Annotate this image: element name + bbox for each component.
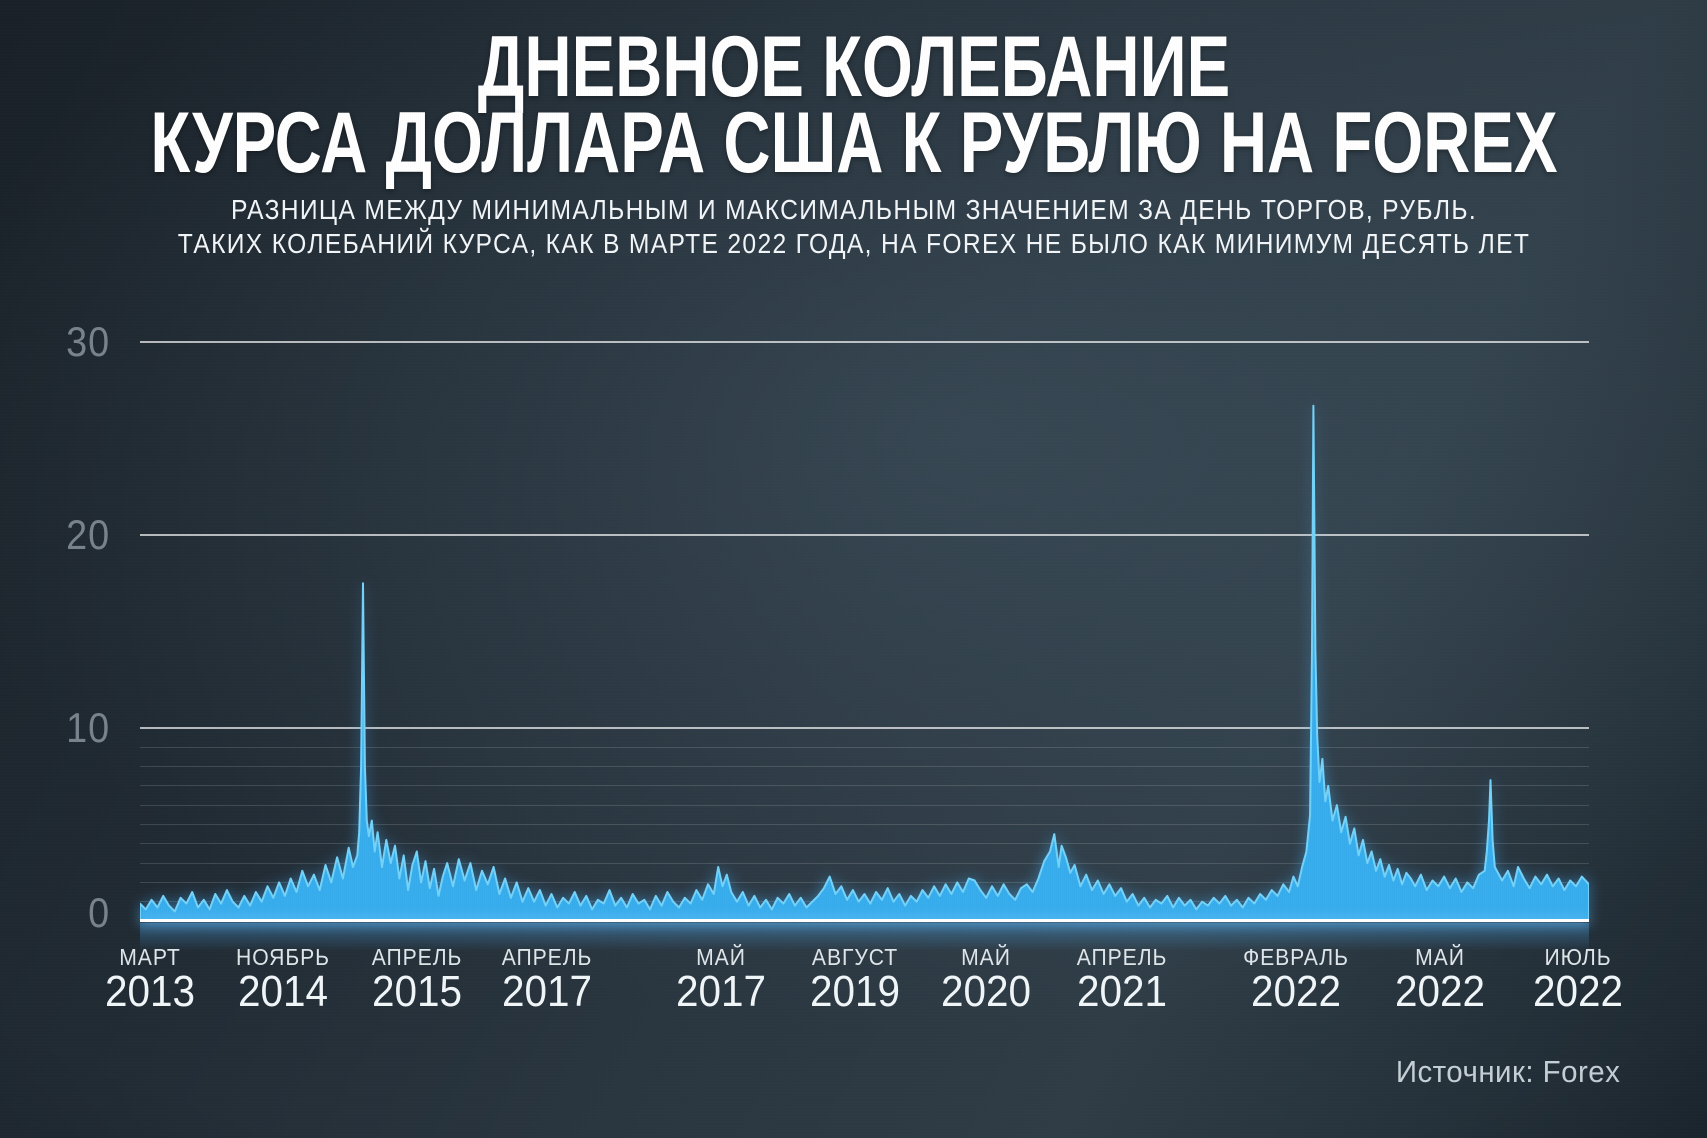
x-tick-label-июль-2022: ИЮЛЬ 2022 xyxy=(1529,944,1627,1014)
x-tick-label-апрель-2021: АПРЕЛЬ 2021 xyxy=(1073,944,1171,1014)
y-tick-label-10: 10 xyxy=(66,704,110,751)
x-tick-year: 2013 xyxy=(104,967,196,1016)
x-tick-year: 2022 xyxy=(1395,967,1486,1016)
x-tick-label-ноябрь-2014: НОЯБРЬ 2014 xyxy=(232,944,334,1014)
zero-baseline xyxy=(140,919,1589,922)
x-tick-label-август-2019: АВГУСТ 2019 xyxy=(806,944,904,1014)
plot-area: 0 10 20 30 xyxy=(66,318,1589,951)
x-tick-year: 2014 xyxy=(237,967,329,1016)
source-caption: Источник: Forex xyxy=(1395,1054,1620,1089)
x-tick-year: 2020 xyxy=(940,967,1031,1016)
x-tick-year: 2019 xyxy=(809,967,900,1016)
y-tick-label-20: 20 xyxy=(66,511,110,558)
x-tick-label-апрель-2015: АПРЕЛЬ 2015 xyxy=(368,944,466,1014)
x-tick-year: 2017 xyxy=(501,967,593,1016)
x-tick-label-май-2020: МАЙ 2020 xyxy=(937,944,1035,1014)
x-tick-year: 2015 xyxy=(372,967,463,1016)
x-tick-label-май-2017: МАЙ 2017 xyxy=(672,944,770,1014)
x-tick-year: 2022 xyxy=(1250,967,1342,1016)
chart-subtitle-line-1: РАЗНИЦА МЕЖДУ МИНИМАЛЬНЫМ И МАКСИМАЛЬНЫМ… xyxy=(230,194,1477,225)
area-series xyxy=(140,404,1589,921)
x-tick-year: 2021 xyxy=(1076,967,1168,1016)
chart-subtitle-line-2: ТАКИХ КОЛЕБАНИЙ КУРСА, КАК В МАРТЕ 2022 … xyxy=(177,228,1530,259)
x-axis: МАРТ 2013 НОЯБРЬ 2014 АПРЕЛЬ 2015 АПРЕЛЬ 2017 МА… xyxy=(105,944,1623,1014)
chart-title-line-2: КУРСА ДОЛЛАРА США К РУБЛЮ НА FOREX xyxy=(149,95,1558,191)
y-tick-label-0: 0 xyxy=(88,889,110,936)
x-tick-label-май-2022: МАЙ 2022 xyxy=(1391,944,1489,1014)
x-tick-label-апрель-2017: АПРЕЛЬ 2017 xyxy=(498,944,596,1014)
x-tick-year: 2022 xyxy=(1532,967,1624,1016)
x-tick-label-март-2013: МАРТ 2013 xyxy=(101,944,199,1014)
x-tick-year: 2017 xyxy=(676,967,767,1016)
area-chart xyxy=(140,404,1589,921)
y-tick-label-30: 30 xyxy=(66,318,110,365)
x-tick-label-февраль-2022: ФЕВРАЛЬ 2022 xyxy=(1238,944,1353,1014)
